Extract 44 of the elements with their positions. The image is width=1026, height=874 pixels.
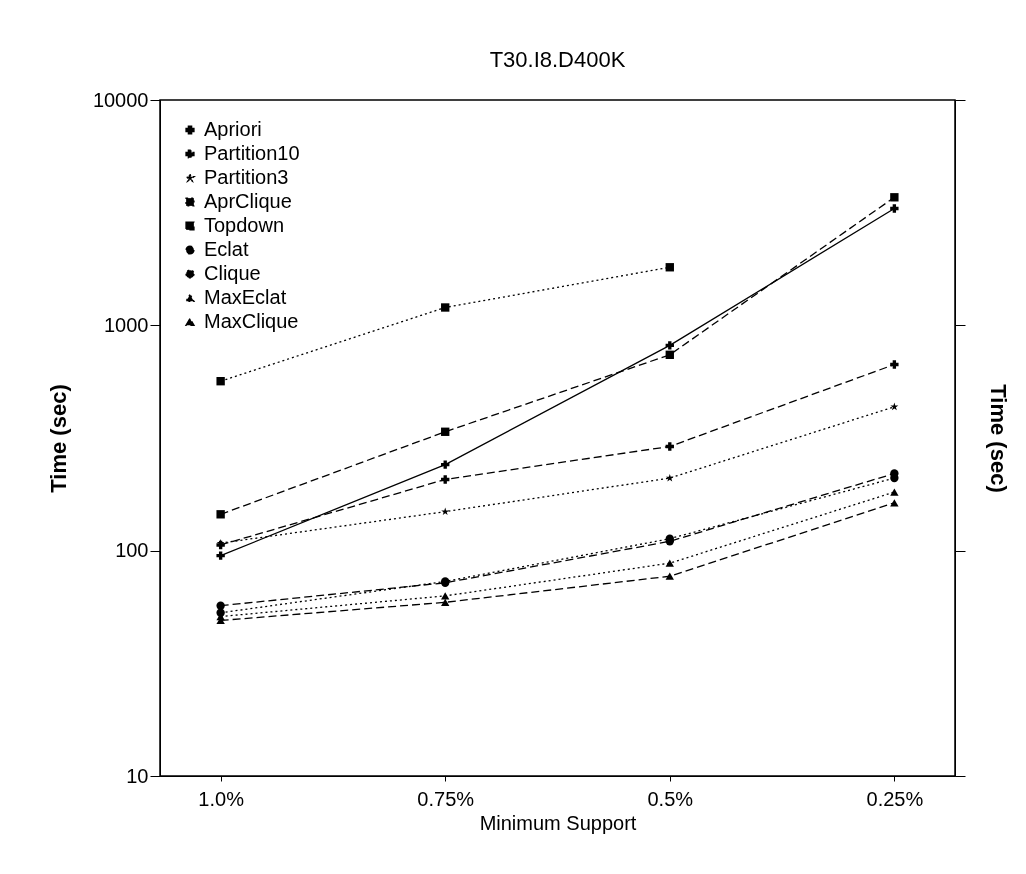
point xyxy=(441,592,450,600)
point xyxy=(890,488,899,496)
legend-label: Clique xyxy=(204,262,261,284)
legend-label: Partition10 xyxy=(204,142,300,164)
point xyxy=(665,473,674,482)
legend-label: MaxClique xyxy=(204,310,299,332)
point xyxy=(665,442,674,451)
point xyxy=(665,572,674,580)
y-tick-label: 1000 xyxy=(104,313,149,336)
point xyxy=(441,475,450,484)
point xyxy=(216,551,225,560)
point xyxy=(441,460,450,469)
x-axis-title: Minimum Support xyxy=(479,811,637,834)
legend-label: Topdown xyxy=(204,214,285,236)
point xyxy=(890,204,899,213)
legend-label: Eclat xyxy=(204,238,249,260)
point xyxy=(441,598,450,606)
legend-label: Apriori xyxy=(204,118,262,140)
point xyxy=(665,559,674,567)
point xyxy=(665,263,674,272)
point xyxy=(441,303,450,312)
point xyxy=(665,341,674,350)
point xyxy=(441,427,450,436)
y2-axis-title: Time (sec) xyxy=(986,384,1011,493)
point xyxy=(216,601,225,610)
y-axis-title: Time (sec) xyxy=(45,384,71,493)
point xyxy=(216,510,225,519)
point xyxy=(890,360,899,369)
x-tick-label: 0.5% xyxy=(647,787,694,810)
x-tick-label: 0.25% xyxy=(866,787,924,810)
y-tick-label: 10000 xyxy=(92,88,149,111)
chart-title: T30.I8.D400K xyxy=(489,47,626,72)
point xyxy=(665,350,674,359)
point xyxy=(890,193,899,202)
y-tick-label: 10 xyxy=(126,764,149,787)
x-tick-label: 0.75% xyxy=(417,787,475,810)
y-tick-label: 100 xyxy=(115,539,149,562)
legend-label: MaxEclat xyxy=(204,286,287,308)
point xyxy=(441,507,450,516)
point xyxy=(890,499,899,507)
point xyxy=(216,377,225,386)
legend-label: Partition3 xyxy=(204,166,289,188)
legend-label: AprClique xyxy=(204,190,292,212)
x-tick-label: 1.0% xyxy=(198,787,245,810)
